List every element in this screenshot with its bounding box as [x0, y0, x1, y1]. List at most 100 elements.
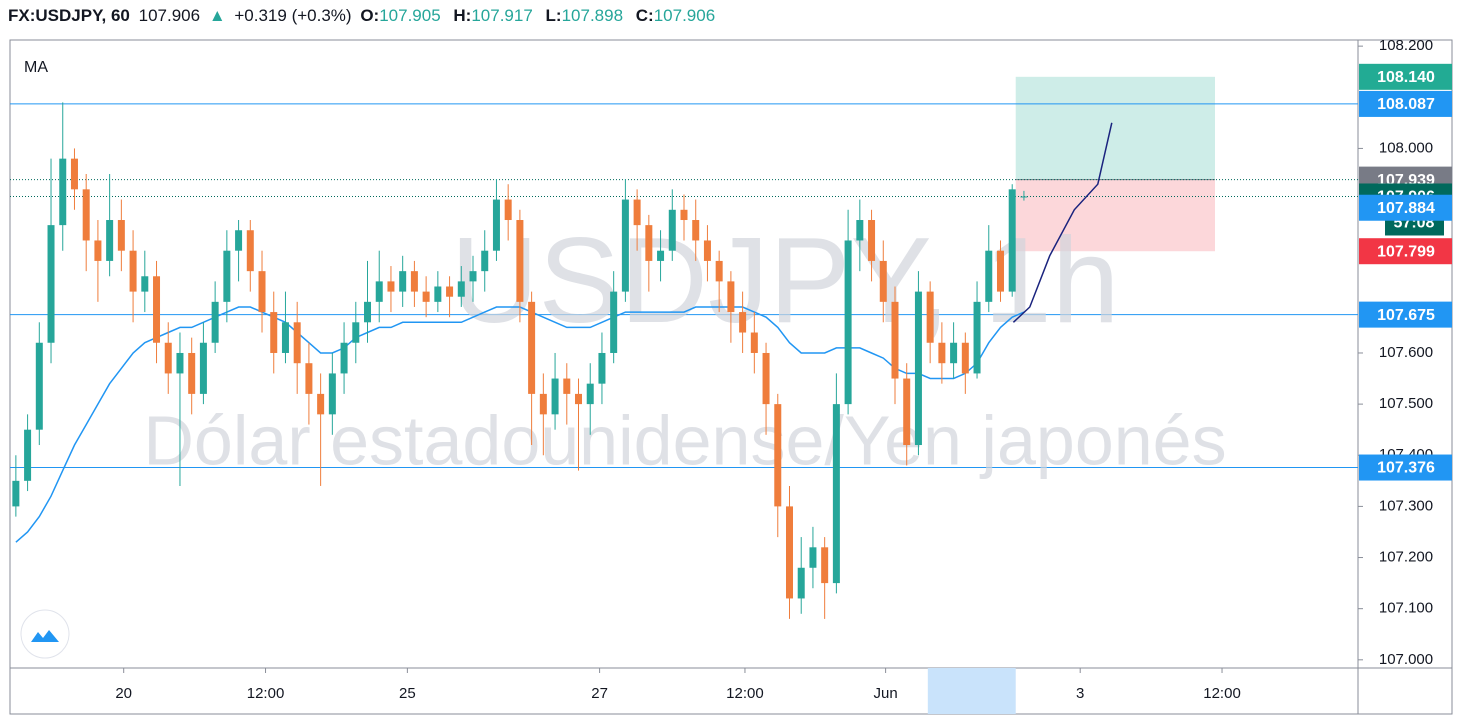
- ohlc-key: L:: [545, 6, 562, 25]
- candle-body: [938, 342, 946, 364]
- candle-body: [492, 199, 500, 251]
- y-tick-label: 108.200: [1379, 37, 1433, 54]
- candle-body: [246, 230, 254, 272]
- y-tick-label: 107.000: [1379, 651, 1433, 668]
- price-label-box: [1359, 454, 1452, 481]
- candle-body: [457, 281, 465, 297]
- candle-body: [750, 332, 758, 353]
- candle-body: [809, 547, 817, 568]
- x-tick-label: 20: [115, 685, 132, 702]
- candle-body: [715, 260, 723, 282]
- candle-body: [563, 378, 571, 394]
- price-label-box: [1359, 301, 1452, 328]
- candle-body: [164, 342, 172, 374]
- price-label: 107.675: [1377, 307, 1435, 324]
- candle-body: [399, 271, 407, 292]
- candle-body: [176, 352, 184, 374]
- candle-body: [434, 286, 442, 302]
- indicator-label: MA: [24, 59, 48, 76]
- x-tick-label: 12:00: [247, 685, 285, 702]
- candle-body: [774, 404, 782, 507]
- candle-body: [516, 220, 524, 302]
- candle-body: [211, 301, 219, 343]
- price-label: 107.799: [1377, 243, 1435, 260]
- candle-body: [258, 271, 266, 313]
- candle-body: [879, 260, 887, 302]
- candle-body: [797, 567, 805, 599]
- candle-body: [539, 393, 547, 415]
- x-tick-label: 12:00: [1203, 685, 1241, 702]
- candle-body: [117, 220, 125, 251]
- ohlc-value: 107.906: [653, 6, 716, 25]
- candle-body: [703, 240, 711, 261]
- price-label: 107.376: [1377, 460, 1435, 477]
- logo-mark: [31, 630, 59, 642]
- price-label: 108.087: [1377, 96, 1435, 113]
- ohlc-value: 107.898: [561, 6, 624, 25]
- watermark-subtitle: Dólar estadounidense/Yen japonés: [143, 401, 1226, 479]
- candle-body: [469, 271, 477, 282]
- candle-body: [422, 291, 430, 302]
- x-tick-label: 3: [1076, 685, 1084, 702]
- candle-body: [950, 342, 958, 364]
- candle-body: [364, 301, 372, 323]
- candle-body: [270, 312, 278, 353]
- ohlc-value: 107.905: [379, 6, 441, 25]
- candle-body: [129, 250, 137, 292]
- candle-body: [188, 352, 196, 394]
- candle-body: [598, 352, 606, 384]
- x-tick-label: Jun: [874, 685, 898, 702]
- frame: [9, 39, 1453, 715]
- candle-body: [24, 429, 32, 481]
- candle-body: [387, 281, 395, 292]
- candle-body: [47, 225, 55, 343]
- candle-body: [199, 342, 207, 394]
- candle-body: [739, 312, 747, 333]
- candle-body: [410, 271, 418, 292]
- ohlc-value: 107.917: [471, 6, 533, 25]
- candle-body: [106, 220, 114, 261]
- up-arrow: ▲: [208, 6, 226, 25]
- candle-body: [12, 480, 20, 507]
- last-price: 107.906: [138, 6, 201, 25]
- candle-body: [621, 199, 629, 292]
- candle-body: [305, 363, 313, 394]
- candle-body: [528, 301, 536, 394]
- candle-body: [94, 240, 102, 261]
- candle-body: [914, 291, 922, 446]
- candle-body: [59, 158, 67, 226]
- candle-body: [340, 342, 348, 374]
- ohlc-key: C:: [635, 6, 654, 25]
- candle-body: [610, 291, 618, 353]
- price-label-box: [1359, 194, 1452, 221]
- ohlc-key: H:: [453, 6, 472, 25]
- header: FX:USDJPY, 60 107.906 ▲ +0.319 (+0.3%) O…: [8, 6, 723, 26]
- y-tick-label: 107.100: [1379, 600, 1433, 617]
- price-label-box: [1359, 90, 1452, 117]
- y-tick-label: 107.300: [1379, 497, 1433, 514]
- price-label: 108.140: [1377, 69, 1435, 86]
- target-zone: [1015, 76, 1215, 180]
- candle-body: [680, 209, 688, 221]
- candle-body: [504, 199, 512, 221]
- candle-body: [141, 276, 149, 292]
- candle-body: [575, 393, 583, 405]
- candle-body: [903, 378, 911, 446]
- x-tick-label: 25: [399, 685, 416, 702]
- candle-body: [785, 506, 793, 599]
- candle-body: [821, 547, 829, 584]
- y-tick-label: 107.200: [1379, 549, 1433, 566]
- candle-body: [832, 404, 840, 584]
- plot-layer: [12, 102, 1113, 619]
- candle-body: [985, 250, 993, 302]
- candle-body: [926, 291, 934, 343]
- candle-body: [727, 281, 735, 313]
- candle-body: [223, 250, 231, 302]
- candle-body: [891, 301, 899, 379]
- candle-body: [762, 352, 770, 405]
- ohlc-key: O:: [360, 6, 380, 25]
- x-tick-label: 27: [591, 685, 608, 702]
- candle-body: [645, 225, 653, 261]
